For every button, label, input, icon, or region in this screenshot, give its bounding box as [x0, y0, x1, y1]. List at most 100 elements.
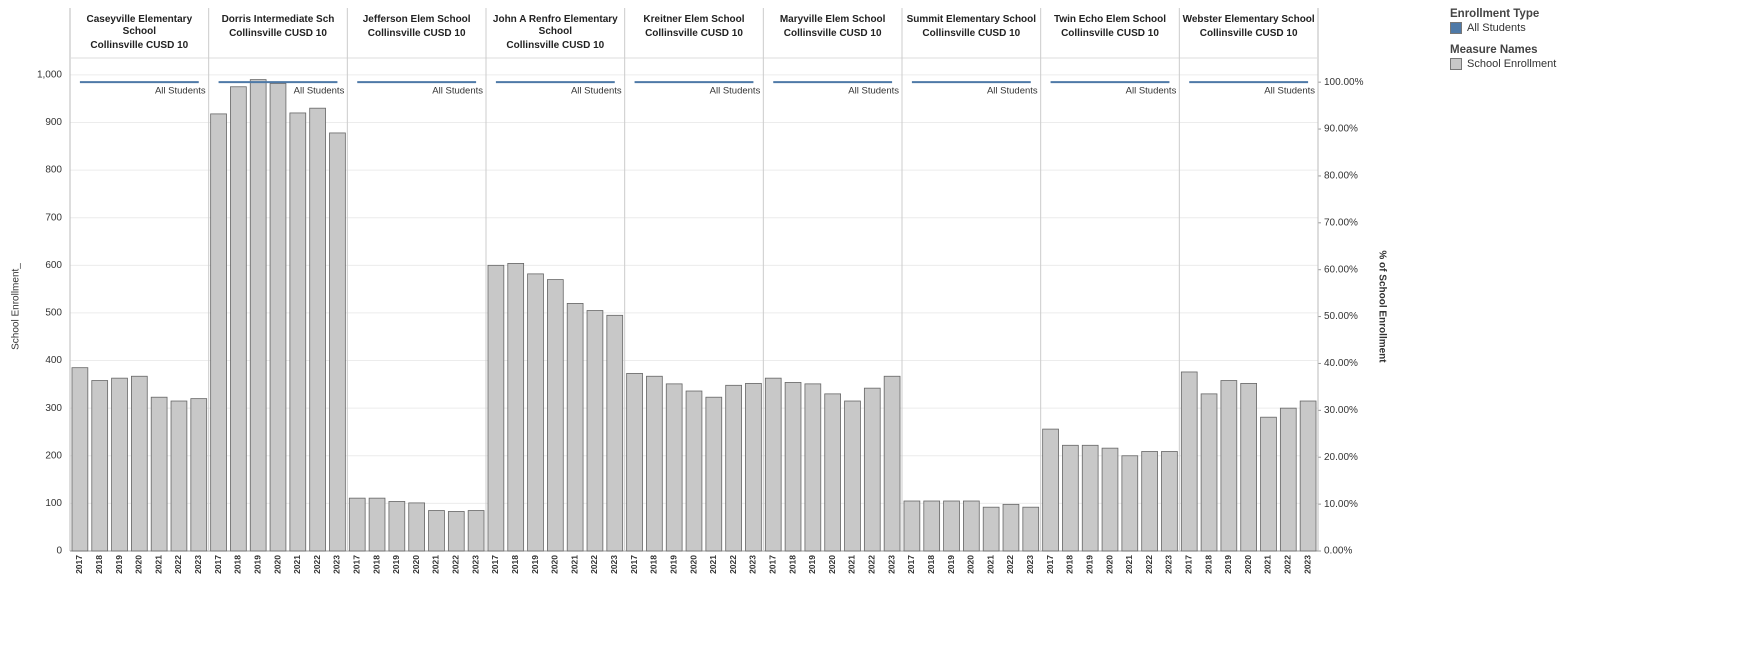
x-tick-label: 2019: [530, 555, 540, 574]
legend-title: Enrollment Type: [1450, 8, 1540, 20]
bar: [131, 375, 148, 552]
legend: Enrollment Type All Students: [1450, 8, 1540, 35]
bar: [982, 506, 1000, 552]
y2-tick-label: 80.00%: [1324, 171, 1358, 182]
y2-tick-label: 50.00%: [1324, 311, 1358, 322]
panel-header: Jefferson Elem School Collinsville CUSD 1…: [347, 14, 486, 40]
bar: [1042, 428, 1059, 552]
bar: [764, 377, 782, 552]
legend-label: All Students: [1467, 22, 1526, 34]
x-tick-label: 2018: [926, 555, 936, 574]
x-tick-label: 2020: [1104, 555, 1114, 574]
x-tick-label: 2017: [767, 555, 777, 574]
x-tick-label: 2020: [827, 555, 837, 574]
x-tick-label: 2019: [252, 555, 262, 574]
line-label: All Students: [987, 86, 1038, 97]
y-tick-label: 400: [45, 355, 62, 366]
panel-district: Collinsville CUSD 10: [1199, 28, 1298, 39]
x-tick-label: 2023: [1302, 555, 1312, 574]
bar: [1062, 444, 1079, 552]
line-label: All Students: [571, 86, 622, 97]
bar: [1260, 416, 1277, 552]
x-tick-label: 2023: [193, 555, 203, 574]
bar: [1240, 382, 1257, 552]
bar: [388, 501, 406, 552]
y2-axis-label: % of School Enrollment: [1376, 250, 1387, 363]
bar: [824, 393, 841, 552]
y2-tick-label: 70.00%: [1324, 217, 1358, 228]
bar: [784, 382, 802, 552]
x-tick-label: 2022: [173, 555, 183, 574]
bar: [626, 372, 643, 552]
bar: [368, 497, 386, 552]
bar: [586, 310, 604, 552]
y2-tick-label: 0.00%: [1324, 546, 1352, 557]
x-tick-label: 2022: [728, 555, 738, 574]
x-tick-label: 2017: [629, 555, 639, 574]
y-axis-label: School Enrollment_: [11, 263, 22, 350]
bar: [1220, 380, 1238, 552]
bar: [1200, 393, 1218, 552]
bar: [230, 86, 247, 552]
bar: [1279, 407, 1297, 552]
legend-swatch: [1450, 58, 1462, 71]
panel-title: Kreitner Elem School: [643, 14, 745, 25]
y2-tick-label: 30.00%: [1324, 405, 1358, 416]
x-tick-label: 2023: [886, 555, 896, 574]
bar: [566, 303, 584, 552]
panel-header: Maryville Elem School Collinsville CUSD 1…: [763, 14, 902, 40]
panel-title: John A Renfro Elementary School: [492, 14, 618, 37]
bar: [329, 132, 346, 552]
bar: [507, 263, 525, 552]
panel-header: Kreitner Elem School Collinsville CUSD 10: [625, 14, 764, 40]
x-tick-label: 2023: [332, 555, 342, 574]
bar: [249, 79, 267, 552]
panel-district: Collinsville CUSD 10: [922, 28, 1021, 39]
x-tick-label: 2022: [867, 555, 877, 574]
bar: [527, 273, 544, 552]
bar: [269, 83, 287, 552]
bar: [1161, 451, 1178, 552]
x-tick-label: 2020: [272, 555, 282, 574]
y-tick-label: 300: [45, 403, 62, 414]
x-tick-label: 2017: [213, 555, 223, 574]
x-tick-label: 2021: [708, 555, 718, 574]
panel-header: Twin Echo Elem School Collinsville CUSD 1…: [1041, 14, 1180, 40]
x-tick-label: 2023: [609, 555, 619, 574]
bar: [447, 511, 465, 552]
bar: [745, 382, 762, 552]
x-tick-label: 2018: [233, 555, 243, 574]
bar: [170, 400, 188, 552]
bar: [705, 396, 723, 552]
y-tick-label: 700: [45, 212, 62, 223]
x-tick-label: 2018: [1203, 555, 1213, 574]
x-tick-label: 2020: [411, 555, 421, 574]
bar: [725, 384, 742, 552]
panel-district: Collinsville CUSD 10: [506, 40, 605, 51]
legend-item: All Students: [1450, 22, 1539, 35]
y2-tick-label: 60.00%: [1324, 264, 1358, 275]
panel-header: John A Renfro Elementary School Collinsvi…: [486, 14, 625, 52]
line-label: All Students: [1264, 86, 1315, 97]
x-tick-label: 2021: [985, 555, 995, 574]
x-tick-label: 2021: [431, 555, 441, 574]
y2-tick-label: 100.00%: [1324, 77, 1364, 88]
x-tick-label: 2023: [470, 555, 480, 574]
legend-swatch: [1450, 22, 1462, 35]
x-tick-label: 2021: [1263, 555, 1273, 574]
panel-header: Webster Elementary School Collinsville CU…: [1179, 14, 1318, 40]
x-tick-label: 2023: [1164, 555, 1174, 574]
x-tick-label: 2020: [134, 555, 144, 574]
legend-title: Measure Names: [1450, 44, 1538, 56]
bar: [646, 375, 663, 552]
line-label: All Students: [155, 86, 206, 97]
y2-tick-label: 90.00%: [1324, 124, 1358, 135]
panel-header: Caseyville Elementary School Collinsville…: [70, 14, 209, 52]
bar: [210, 113, 227, 552]
y-tick-label: 800: [45, 165, 62, 176]
x-tick-label: 2017: [1045, 555, 1055, 574]
x-tick-label: 2019: [114, 555, 124, 574]
x-tick-label: 2023: [1025, 555, 1035, 574]
bar: [1002, 503, 1020, 552]
bar: [309, 107, 326, 552]
